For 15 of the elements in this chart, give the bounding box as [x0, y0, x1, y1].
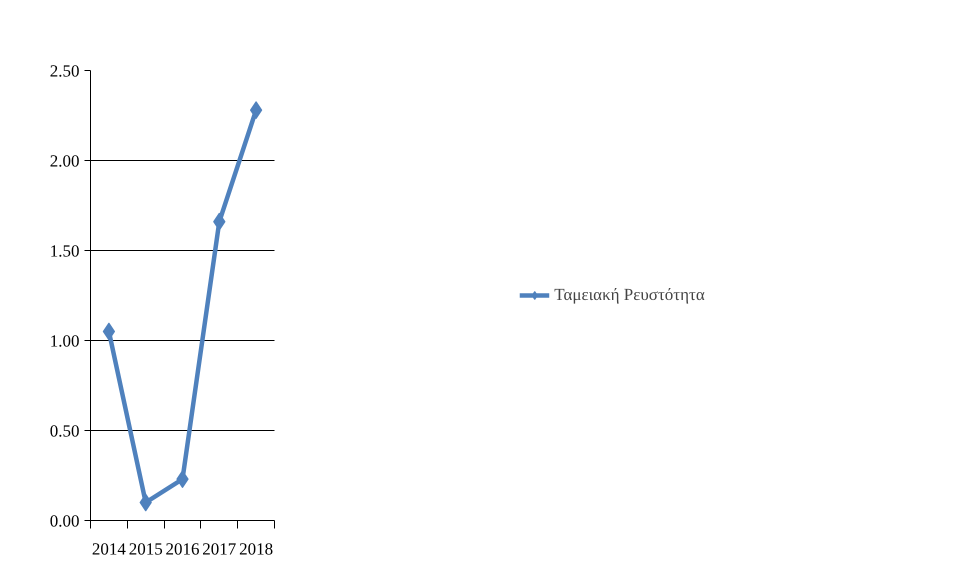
point	[176, 470, 189, 488]
point	[102, 322, 116, 340]
y-tick-label: 1.50	[50, 242, 80, 260]
x-tick-label: 2017	[202, 540, 237, 558]
x-tick-label: 2015	[128, 540, 163, 558]
point	[250, 101, 262, 120]
y-tick-label: 2.00	[50, 152, 80, 170]
legend-label: Ταμειακή Ρευστότητα	[554, 285, 705, 305]
x-tick-label: 2014	[92, 540, 126, 558]
x-tick-label: 2016	[166, 540, 200, 558]
y-tick-label: 1.00	[50, 332, 80, 350]
x-tick-label: 2018	[239, 540, 274, 558]
y-tick-label: 0.00	[50, 512, 80, 530]
y-tick-label: 2.50	[50, 62, 80, 80]
y-tick-label: 0.50	[50, 422, 80, 440]
